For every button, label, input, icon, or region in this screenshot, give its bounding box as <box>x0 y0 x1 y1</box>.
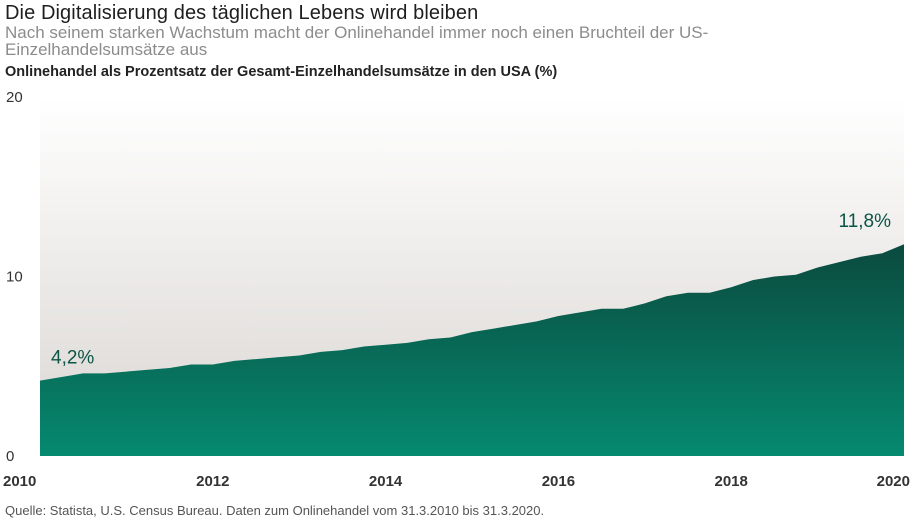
x-tick-label: 2020 <box>877 473 910 490</box>
chart-title: Onlinehandel als Prozentsatz der Gesamt-… <box>5 64 558 80</box>
value-annotation: 11,8% <box>839 211 892 232</box>
x-tick-label: 2016 <box>542 473 575 490</box>
x-tick-label: 2012 <box>196 473 229 490</box>
area-chart: 0 10 20 2010 2012 2014 2016 2018 2020 4,2% 11,8% <box>3 89 910 490</box>
y-tick-label: 0 <box>6 448 14 465</box>
y-tick-label: 10 <box>6 269 23 286</box>
value-annotation: 4,2% <box>51 348 94 369</box>
series-area <box>40 244 904 456</box>
x-tick-label: 2018 <box>715 473 748 490</box>
x-tick-label: 2014 <box>369 473 403 490</box>
x-axis-ticks: 2010 2012 2014 2016 2018 2020 <box>3 473 910 490</box>
source-note: Quelle: Statista, U.S. Census Bureau. Da… <box>5 503 545 518</box>
value-annotations: 4,2% 11,8% <box>51 211 891 368</box>
x-tick-label: 2010 <box>3 473 36 490</box>
page-title: Die Digitalisierung des täglichen Lebens… <box>5 2 479 24</box>
y-axis-ticks: 0 10 20 <box>6 89 23 465</box>
page-subtitle: Nach seinem starken Wachstum macht der O… <box>5 23 709 59</box>
y-tick-label: 20 <box>6 89 23 106</box>
